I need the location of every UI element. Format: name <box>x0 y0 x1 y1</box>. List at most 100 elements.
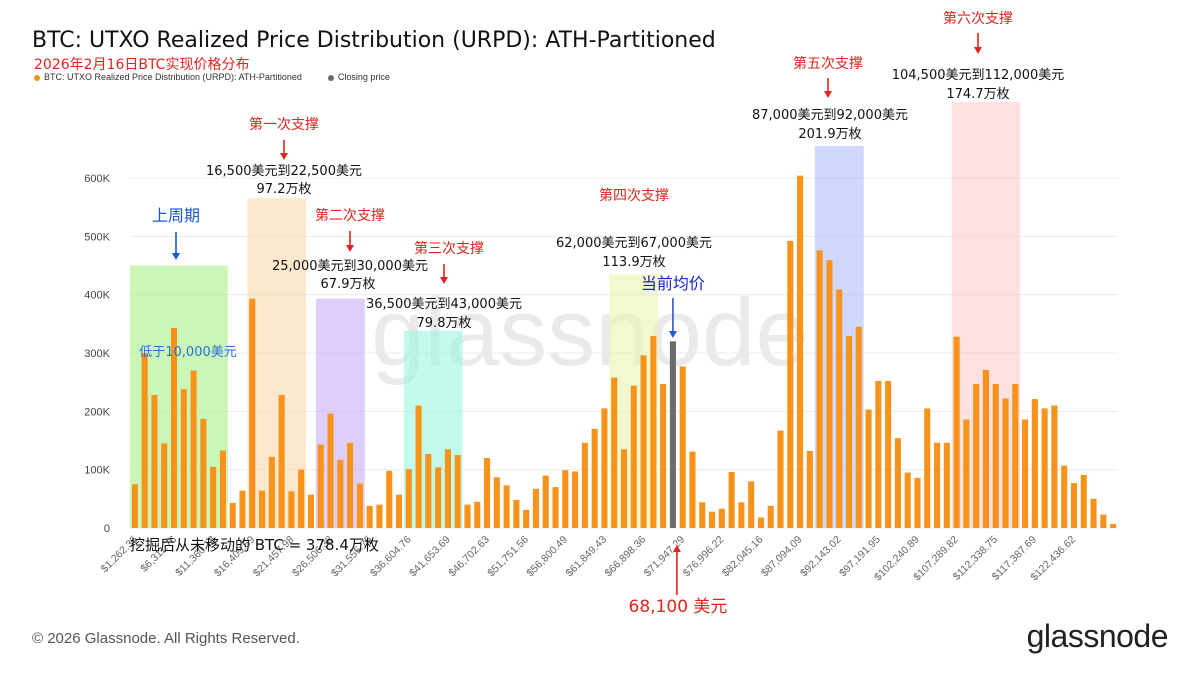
bar <box>268 456 275 528</box>
bar <box>689 451 696 528</box>
support-range: 16,500美元到22,500美元 <box>206 164 362 179</box>
bar <box>650 336 657 528</box>
bar <box>493 477 500 528</box>
bar <box>161 443 168 528</box>
support-range: 62,000美元到67,000美元 <box>556 236 712 251</box>
support-label: 第一次支撑 <box>249 116 319 133</box>
bar <box>229 502 236 528</box>
y-tick-label: 300K <box>84 348 110 360</box>
legend-item-urpd[interactable]: BTC: UTXO Realized Price Distribution (U… <box>34 72 302 82</box>
support-label: 第三次支撑 <box>414 240 484 257</box>
bar <box>170 327 178 528</box>
bar <box>718 508 725 528</box>
bar <box>200 418 207 528</box>
bar <box>532 488 539 528</box>
prev-cycle-range: 低于10,000美元 <box>139 345 237 360</box>
bar <box>386 470 393 528</box>
bar <box>1100 514 1107 528</box>
bar <box>845 336 853 528</box>
bar <box>669 341 676 528</box>
bar <box>924 408 931 528</box>
x-tick-label: $46,702.63 <box>446 534 492 580</box>
bar <box>307 494 315 528</box>
x-tick-label: $61,849.43 <box>563 534 609 580</box>
bar <box>1090 498 1097 528</box>
y-tick-label: 600K <box>84 173 110 185</box>
arrow-head-icon <box>172 253 180 260</box>
bar <box>982 369 989 528</box>
support-label: 第四次支撑 <box>599 187 669 204</box>
bar <box>728 472 735 528</box>
bar <box>1012 383 1019 528</box>
x-tick-label: $41,653.69 <box>407 534 453 580</box>
bar <box>1041 408 1048 528</box>
support-range: 104,500美元到112,000美元 <box>892 68 1065 83</box>
copyright: © 2026 Glassnode. All Rights Reserved. <box>32 630 300 647</box>
bar <box>415 405 422 528</box>
bar <box>444 449 451 528</box>
bar <box>1002 398 1009 528</box>
bar <box>337 459 344 528</box>
y-tick-label: 100K <box>84 465 110 477</box>
legend-dot-icon <box>34 74 40 81</box>
bar <box>1080 474 1087 528</box>
x-tick-label: $76,996.22 <box>681 534 727 580</box>
bar <box>933 442 941 528</box>
bar <box>464 504 471 528</box>
chart-subtitle: 2026年2月16日BTC实现价格分布 <box>34 57 250 73</box>
legend-label: Closing price <box>337 72 390 82</box>
support-amount: 113.9万枚 <box>602 255 665 270</box>
x-tick-label: $56,800.49 <box>524 534 570 580</box>
bar <box>591 428 598 528</box>
arrow-head-icon <box>974 47 982 54</box>
zone-layer <box>130 102 1021 529</box>
arrow-head-icon <box>672 545 681 552</box>
closing-price-label: 68,100 美元 <box>629 597 728 617</box>
bar <box>180 389 187 528</box>
arrow-head-icon <box>346 245 354 252</box>
bar <box>777 430 784 528</box>
bar <box>601 408 608 528</box>
bar <box>327 413 334 528</box>
bar <box>288 491 295 528</box>
bar <box>278 395 285 528</box>
bar <box>875 381 882 528</box>
arrow-head-icon <box>440 277 448 284</box>
bar <box>298 469 305 528</box>
legend-label: BTC: UTXO Realized Price Distribution (U… <box>44 72 302 82</box>
bar <box>131 484 138 528</box>
x-tick-label: $82,045.16 <box>720 534 766 580</box>
bar <box>474 501 481 528</box>
legend: BTC: UTXO Realized Price Distribution (U… <box>34 72 390 82</box>
bar <box>816 250 823 529</box>
bar <box>1070 483 1078 528</box>
support-range: 87,000美元到92,000美元 <box>752 108 908 123</box>
bar <box>376 504 383 528</box>
bar <box>572 471 579 528</box>
bar <box>1061 465 1068 528</box>
bar <box>347 442 354 528</box>
bar <box>787 241 794 528</box>
bar <box>963 419 970 528</box>
support-amount: 174.7万枚 <box>946 87 1009 102</box>
bar <box>836 289 843 528</box>
y-tick-label: 200K <box>84 406 110 418</box>
support-amount: 79.8万枚 <box>417 316 472 331</box>
x-tick-label: $51,751.56 <box>485 534 531 580</box>
bar <box>356 483 363 528</box>
bar <box>973 383 980 528</box>
support-label: 第五次支撑 <box>793 55 863 72</box>
bar <box>630 385 637 528</box>
bar <box>425 453 432 528</box>
bar <box>748 481 755 528</box>
legend-item-closing-price[interactable]: Closing price <box>327 72 390 82</box>
bar <box>151 395 158 528</box>
bar <box>865 409 872 528</box>
bar <box>904 472 911 528</box>
legend-dot-icon <box>327 74 334 81</box>
bar <box>806 451 813 528</box>
bar <box>709 511 716 528</box>
support-zone <box>403 330 463 528</box>
